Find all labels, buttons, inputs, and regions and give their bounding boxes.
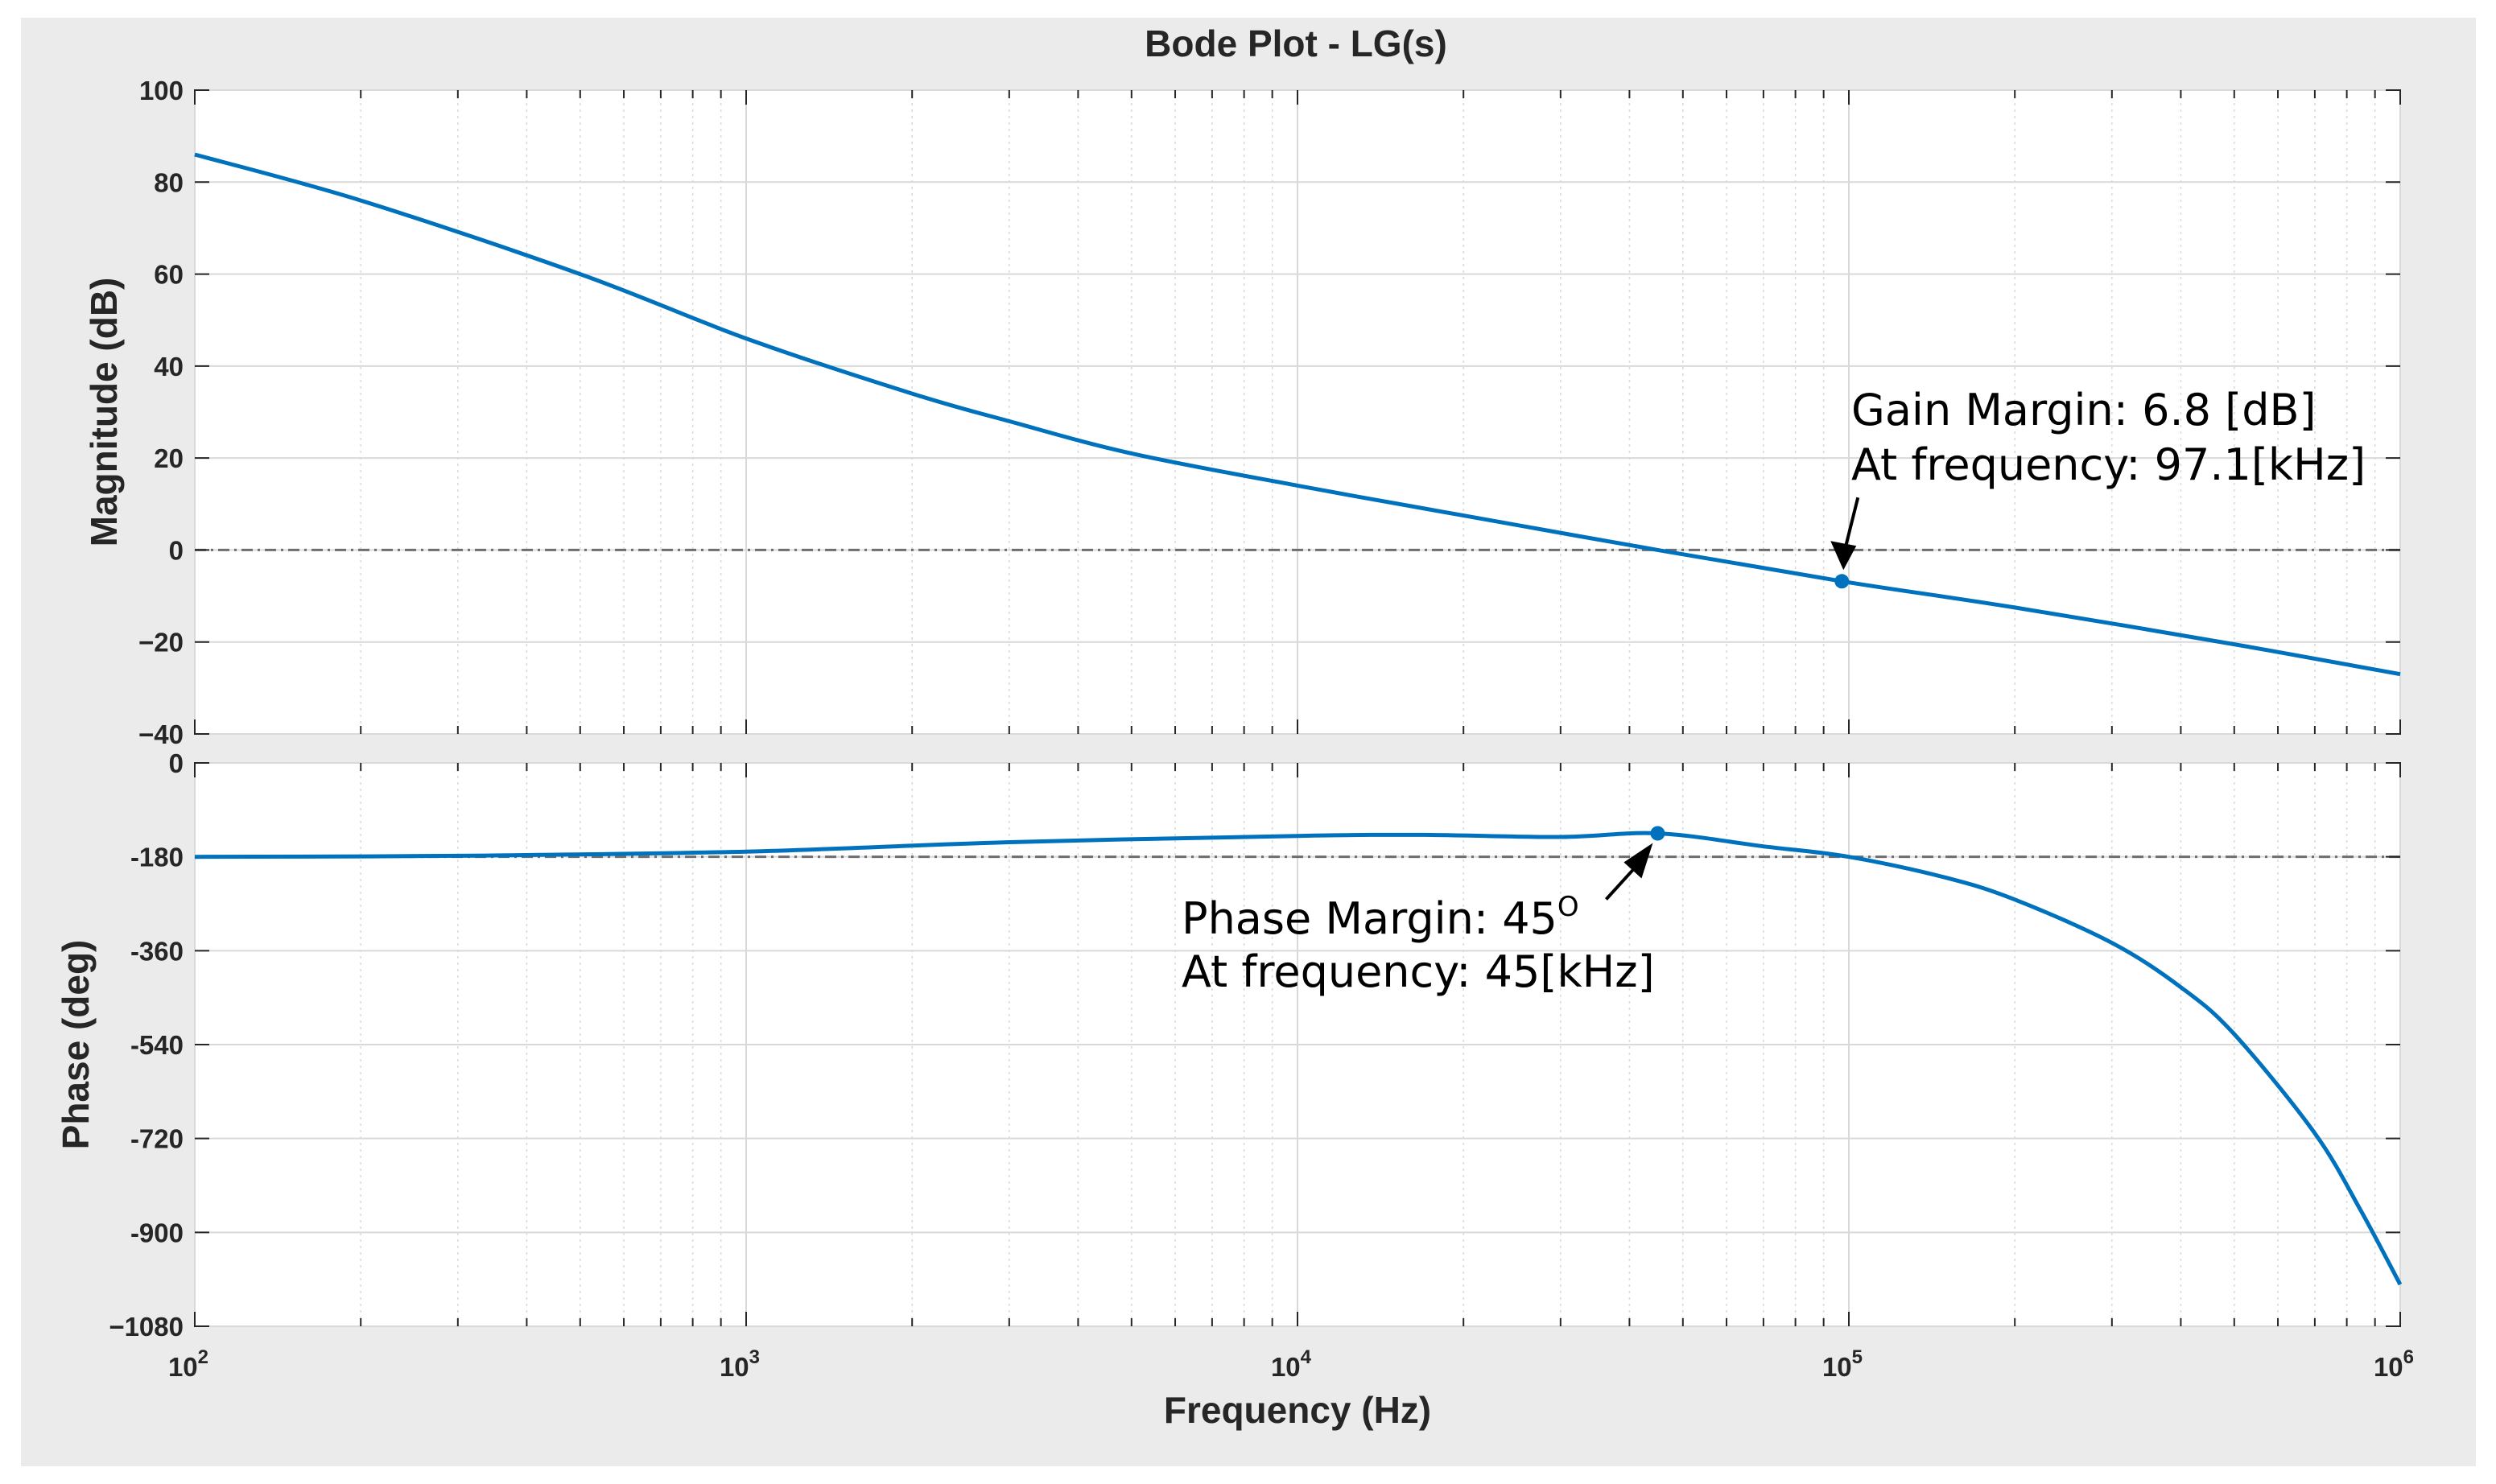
x-tick-base: 10	[2374, 1352, 2403, 1382]
phase-margin-degree-sup: O	[1557, 891, 1579, 923]
gain-margin-frequency-text: At frequency: 97.1[kHz]	[1851, 439, 2366, 490]
phase-y-axis-label: Phase (deg)	[55, 940, 97, 1150]
x-tick-base: 10	[1271, 1352, 1301, 1382]
magnitude-y-tick-labels: 100 80 60 40 20 0 −20 −40	[138, 76, 184, 749]
x-tick-exponent: 6	[2403, 1346, 2414, 1368]
y-tick-label: 60	[154, 260, 184, 290]
y-tick-label: 0	[169, 748, 184, 778]
phase-margin-frequency-text: At frequency: 45[kHz]	[1182, 946, 1655, 997]
y-tick-label: -900	[130, 1218, 184, 1247]
gain-margin-annotation: Gain Margin: 6.8 [dB] At frequency: 97.1…	[1851, 385, 2366, 490]
x-tick-exponent: 2	[198, 1346, 208, 1368]
phase-line	[194, 831, 2403, 1286]
magnitude-panel: 100 80 60 40 20 0 −20 −40 Magnitude (dB) Gain M…	[83, 76, 2401, 749]
y-tick-label: −20	[138, 628, 184, 657]
x-tick-label: 102	[168, 1346, 208, 1382]
phase-panel: 0 -180 -360 -540 -720 -900 −1080 Phase (deg) P…	[55, 748, 2403, 1342]
y-tick-label: −40	[138, 719, 184, 749]
gain-margin-text: Gain Margin: 6.8 [dB]	[1851, 385, 2317, 435]
y-tick-label: -540	[130, 1030, 184, 1060]
phase-margin-label: Phase Margin: 45	[1182, 893, 1557, 944]
gain-margin-marker	[1834, 574, 1850, 589]
magnitude-series	[194, 152, 2401, 677]
y-tick-label: 80	[154, 167, 184, 197]
x-tick-exponent: 4	[1301, 1346, 1312, 1368]
y-tick-label: -360	[130, 936, 184, 966]
gain-margin-marker-group	[1830, 497, 1860, 589]
phase-series	[194, 831, 2403, 1286]
x-tick-exponent: 3	[749, 1346, 760, 1368]
phase-margin-annotation: Phase Margin: 45O At frequency: 45[kHz]	[1182, 891, 1655, 997]
magnitude-y-axis-label: Magnitude (dB)	[83, 278, 125, 547]
x-tick-label: 103	[720, 1346, 760, 1382]
phase-tick-marks	[194, 762, 2401, 1327]
y-tick-label: 100	[139, 76, 184, 105]
y-tick-label: -180	[130, 843, 184, 872]
y-tick-label: 20	[154, 443, 184, 473]
magnitude-tick-marks	[194, 89, 2401, 735]
x-axis-label: Frequency (Hz)	[1164, 1389, 1431, 1431]
phase-margin-marker-group	[1604, 826, 1665, 901]
x-tick-base: 10	[168, 1352, 198, 1382]
phase-margin-text: Phase Margin: 45O	[1182, 891, 1579, 944]
x-tick-exponent: 5	[1852, 1346, 1863, 1368]
y-tick-label: 40	[154, 352, 184, 381]
phase-y-tick-labels: 0 -180 -360 -540 -720 -900 −1080	[109, 748, 184, 1342]
x-tick-label: 104	[1271, 1346, 1312, 1382]
gain-margin-arrow-head	[1830, 541, 1857, 571]
y-tick-label: 0	[169, 535, 184, 565]
x-tick-label: 106	[2374, 1346, 2414, 1382]
gain-margin-arrow-shaft	[1843, 497, 1860, 550]
y-tick-label: −1080	[109, 1312, 184, 1342]
magnitude-line	[194, 152, 2401, 677]
chart-title: Bode Plot - LG(s)	[1145, 23, 1447, 64]
x-tick-labels: 102 103 104 105 106	[168, 1346, 2414, 1382]
x-tick-base: 10	[720, 1352, 749, 1382]
phase-margin-arrow-head	[1623, 843, 1653, 879]
x-tick-base: 10	[1822, 1352, 1852, 1382]
y-tick-label: -720	[130, 1124, 184, 1154]
phase-margin-marker	[1650, 826, 1665, 841]
x-tick-label: 105	[1822, 1346, 1863, 1382]
